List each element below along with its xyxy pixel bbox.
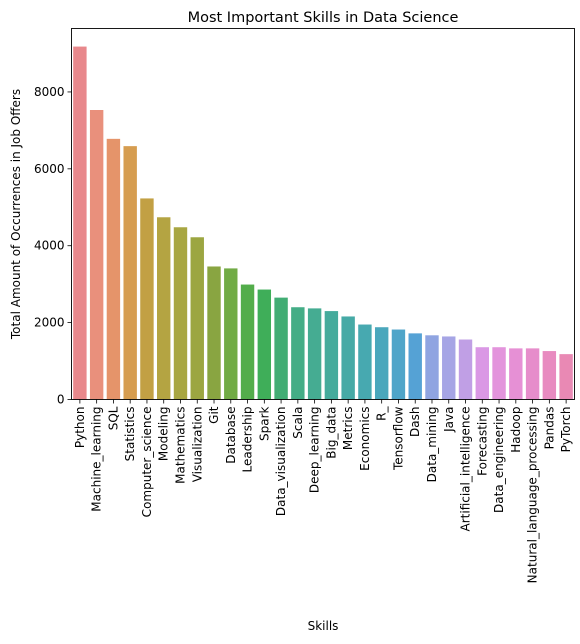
x-tick-label: Dash	[408, 407, 422, 437]
bar-big-data	[324, 311, 339, 400]
x-tick-label: Database	[224, 407, 238, 464]
y-tick-label: 6000	[34, 162, 65, 176]
bar-database	[224, 268, 238, 400]
x-tick-label: R_	[375, 406, 389, 421]
x-tick-label: Tensorflow	[391, 406, 405, 471]
bar-economics	[358, 324, 372, 400]
y-tick-label: 4000	[34, 239, 65, 253]
bar-python	[73, 46, 87, 400]
y-tick-label: 0	[57, 393, 65, 407]
bar-tensorflow	[391, 329, 406, 400]
x-tick-label: Big_data	[324, 407, 338, 459]
bar-scala	[291, 307, 305, 400]
bar-data-visualization	[274, 297, 288, 400]
bar-visualization	[190, 237, 204, 400]
x-tick-label: Economics	[358, 407, 372, 471]
x-tick-label: Pandas	[542, 407, 556, 450]
bar-data-engineering	[492, 347, 506, 400]
x-tick-label: Machine_learning	[90, 407, 104, 512]
bar-pytorch	[559, 354, 573, 400]
x-tick-label: SQL	[106, 406, 120, 430]
bar-artificial-intelligence	[458, 339, 473, 400]
x-tick-label: Leadership	[241, 407, 255, 473]
bars-group	[73, 46, 573, 400]
y-axis: 0 2000 4000 6000 8000	[34, 85, 72, 407]
x-tick-label: Data_engineering	[492, 407, 506, 513]
y-axis-label: Total Amount of Occurrences in Job Offer…	[9, 89, 23, 340]
x-tick-label: Data_mining	[425, 407, 439, 483]
bar-r-	[374, 327, 389, 400]
x-tick-label: Modeling	[157, 407, 171, 462]
x-tick-label: Visualization	[190, 407, 204, 483]
x-tick-label: Mathematics	[173, 407, 187, 484]
x-tick-label: Hadoop	[509, 407, 523, 453]
x-tick-label: Python	[73, 407, 87, 449]
bar-git	[207, 266, 221, 400]
x-axis: Python Machine_learning SQL Statistics Compu…	[73, 399, 573, 584]
chart-title: Most Important Skills in Data Science	[188, 10, 459, 26]
y-tick-label: 8000	[34, 85, 65, 99]
bar-deep-learning	[307, 308, 322, 400]
x-tick-label: Java	[442, 407, 456, 433]
x-tick-label: Scala	[291, 407, 305, 439]
bar-sql	[106, 138, 121, 400]
bar-leadership	[240, 284, 255, 400]
plot-frame	[71, 28, 575, 400]
bar-hadoop	[509, 348, 523, 400]
bar-forecasting	[475, 347, 489, 400]
bar-dash	[408, 333, 422, 400]
bar-natural-language-processing	[525, 348, 540, 400]
bar-statistics	[123, 146, 137, 400]
bar-pandas	[542, 351, 557, 400]
bar-metrics	[341, 316, 355, 400]
bar-data-mining	[425, 335, 439, 400]
bar-modeling	[157, 217, 171, 400]
bar-mathematics	[173, 227, 188, 400]
x-tick-label: Metrics	[341, 407, 355, 451]
bar-spark	[257, 289, 272, 400]
y-tick-label: 2000	[34, 316, 65, 330]
x-tick-label: Spark	[257, 406, 271, 441]
x-tick-label: Data_visualization	[274, 407, 288, 517]
bar-machine-learning	[89, 110, 104, 400]
x-tick-label: Deep_learning	[308, 407, 322, 494]
bar-java	[442, 336, 456, 400]
x-tick-label: Natural_language_processing	[526, 407, 540, 584]
x-axis-label: Skills	[308, 619, 339, 633]
x-tick-label: Artificial_intelligence	[459, 407, 473, 532]
x-tick-label: Forecasting	[475, 407, 489, 476]
x-tick-label: PyTorch	[559, 407, 573, 453]
x-tick-label: Git	[207, 406, 221, 424]
bar-computer-science	[140, 198, 154, 400]
x-tick-label: Statistics	[123, 407, 137, 462]
x-tick-label: Computer_science	[140, 407, 154, 518]
